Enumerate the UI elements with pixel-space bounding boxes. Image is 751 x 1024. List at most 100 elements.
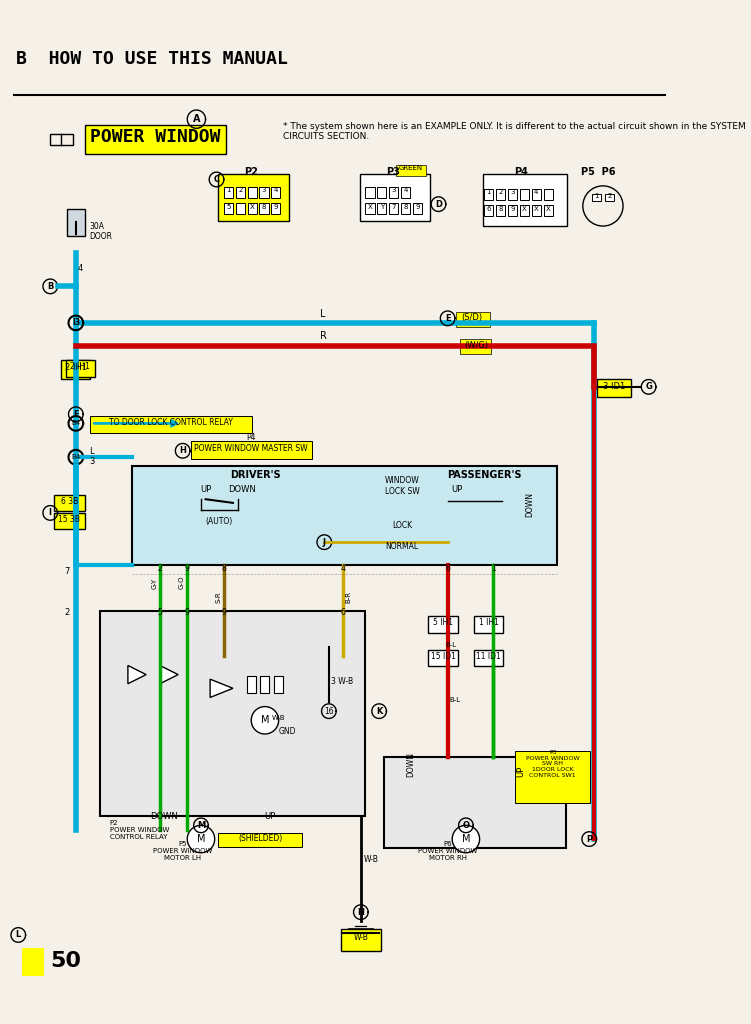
Polygon shape [210, 679, 233, 697]
Text: P2: P2 [244, 167, 258, 177]
Bar [271, 203, 280, 214]
Text: M: M [261, 716, 269, 725]
Bar [101, 610, 366, 816]
Bar [236, 186, 245, 198]
FancyBboxPatch shape [62, 360, 90, 379]
FancyBboxPatch shape [456, 312, 490, 327]
Bar [544, 205, 553, 216]
Text: 15 3B: 15 3B [59, 515, 80, 524]
Text: 2: 2 [64, 608, 69, 617]
Circle shape [187, 825, 215, 853]
FancyBboxPatch shape [90, 416, 252, 432]
Text: 5 IH1: 5 IH1 [433, 618, 453, 628]
Text: 5: 5 [158, 608, 162, 617]
Text: 7: 7 [391, 204, 396, 210]
Text: 1 IH1: 1 IH1 [479, 618, 499, 628]
Text: B-R: B-R [345, 591, 351, 602]
Bar [496, 205, 505, 216]
Bar [484, 188, 493, 200]
Text: 50: 50 [50, 951, 81, 971]
Text: 4: 4 [273, 187, 278, 194]
Bar [413, 203, 422, 214]
Text: M: M [197, 821, 205, 829]
Text: POWER WINDOW: POWER WINDOW [90, 128, 221, 146]
Text: P5
POWER WINDOW
MOTOR LH: P5 POWER WINDOW MOTOR LH [153, 841, 213, 861]
FancyBboxPatch shape [429, 650, 457, 667]
Text: DOWN: DOWN [406, 752, 415, 777]
Bar [389, 203, 398, 214]
Text: 11 ID1: 11 ID1 [476, 652, 501, 662]
Text: 3: 3 [510, 189, 514, 196]
Bar [544, 188, 553, 200]
Text: DOWN: DOWN [228, 485, 256, 494]
FancyBboxPatch shape [474, 616, 503, 633]
Polygon shape [160, 666, 178, 684]
Bar [224, 186, 233, 198]
Text: I: I [49, 508, 52, 517]
Bar [366, 203, 375, 214]
Text: B4: B4 [71, 455, 80, 460]
Text: L: L [320, 308, 325, 318]
Text: 8: 8 [262, 204, 267, 210]
FancyBboxPatch shape [54, 513, 85, 529]
Text: UP: UP [451, 485, 463, 494]
Text: I3: I3 [72, 318, 80, 328]
Text: 1: 1 [226, 187, 231, 194]
Bar [508, 188, 517, 200]
Text: 7: 7 [64, 567, 69, 577]
Text: P4
POWER WINDOW MASTER SW: P4 POWER WINDOW MASTER SW [195, 433, 308, 453]
Text: GND: GND [279, 727, 296, 736]
Text: (W/G): (W/G) [464, 341, 488, 349]
Text: NORMAL: NORMAL [385, 542, 418, 551]
Text: 4: 4 [534, 189, 538, 196]
Text: TO DOOR LOCK CONTROL RELAY: TO DOOR LOCK CONTROL RELAY [109, 418, 233, 427]
Text: M: M [197, 835, 205, 844]
Text: 16: 16 [324, 707, 333, 716]
Text: K: K [376, 707, 382, 716]
Text: R: R [320, 332, 327, 341]
Bar [520, 205, 529, 216]
FancyBboxPatch shape [460, 339, 491, 354]
Text: * The system shown here is an EXAMPLE ONLY. It is different to the actual circui: * The system shown here is an EXAMPLE ON… [283, 122, 746, 141]
FancyBboxPatch shape [429, 616, 457, 633]
Text: 9: 9 [510, 206, 514, 212]
Text: 4: 4 [27, 953, 39, 971]
Bar [248, 186, 257, 198]
Text: 8: 8 [403, 204, 408, 210]
Text: 9: 9 [273, 204, 278, 210]
Text: P5  P6: P5 P6 [581, 167, 616, 177]
Text: B4: B4 [71, 421, 80, 426]
Text: 6 3B: 6 3B [61, 497, 78, 506]
Text: W-B: W-B [363, 855, 379, 864]
Text: 1: 1 [491, 564, 496, 573]
FancyBboxPatch shape [85, 125, 225, 154]
Bar [508, 205, 517, 216]
Text: B-L: B-L [446, 642, 457, 648]
Text: DRIVER'S: DRIVER'S [231, 470, 281, 480]
Text: P2
POWER WINDOW
CONTROL RELAY: P2 POWER WINDOW CONTROL RELAY [110, 820, 169, 840]
Circle shape [252, 707, 279, 734]
Text: 6: 6 [340, 608, 345, 617]
Bar [389, 186, 398, 198]
Text: O: O [463, 821, 469, 829]
Text: UP: UP [200, 485, 211, 494]
Text: P6
POWER WINDOW
MOTOR RH: P6 POWER WINDOW MOTOR RH [418, 841, 478, 861]
Text: 2 IH1: 2 IH1 [65, 364, 87, 373]
Text: X: X [250, 204, 255, 210]
Text: 9: 9 [415, 204, 420, 210]
Text: 3: 3 [262, 187, 267, 194]
Text: WINDOW
LOCK SW: WINDOW LOCK SW [385, 476, 419, 496]
Text: PASSENGER'S: PASSENGER'S [447, 470, 521, 480]
Text: S-R: S-R [215, 591, 221, 602]
Text: UP: UP [516, 766, 525, 777]
Bar [261, 677, 270, 693]
Bar [259, 203, 269, 214]
Text: 2: 2 [158, 564, 162, 573]
Text: 8: 8 [222, 564, 226, 573]
Bar [592, 195, 601, 202]
Text: X: X [367, 204, 372, 210]
Bar [532, 188, 541, 200]
Text: GREEN: GREEN [399, 165, 423, 171]
Text: (S/D): (S/D) [462, 313, 483, 323]
Text: X: X [546, 206, 550, 212]
